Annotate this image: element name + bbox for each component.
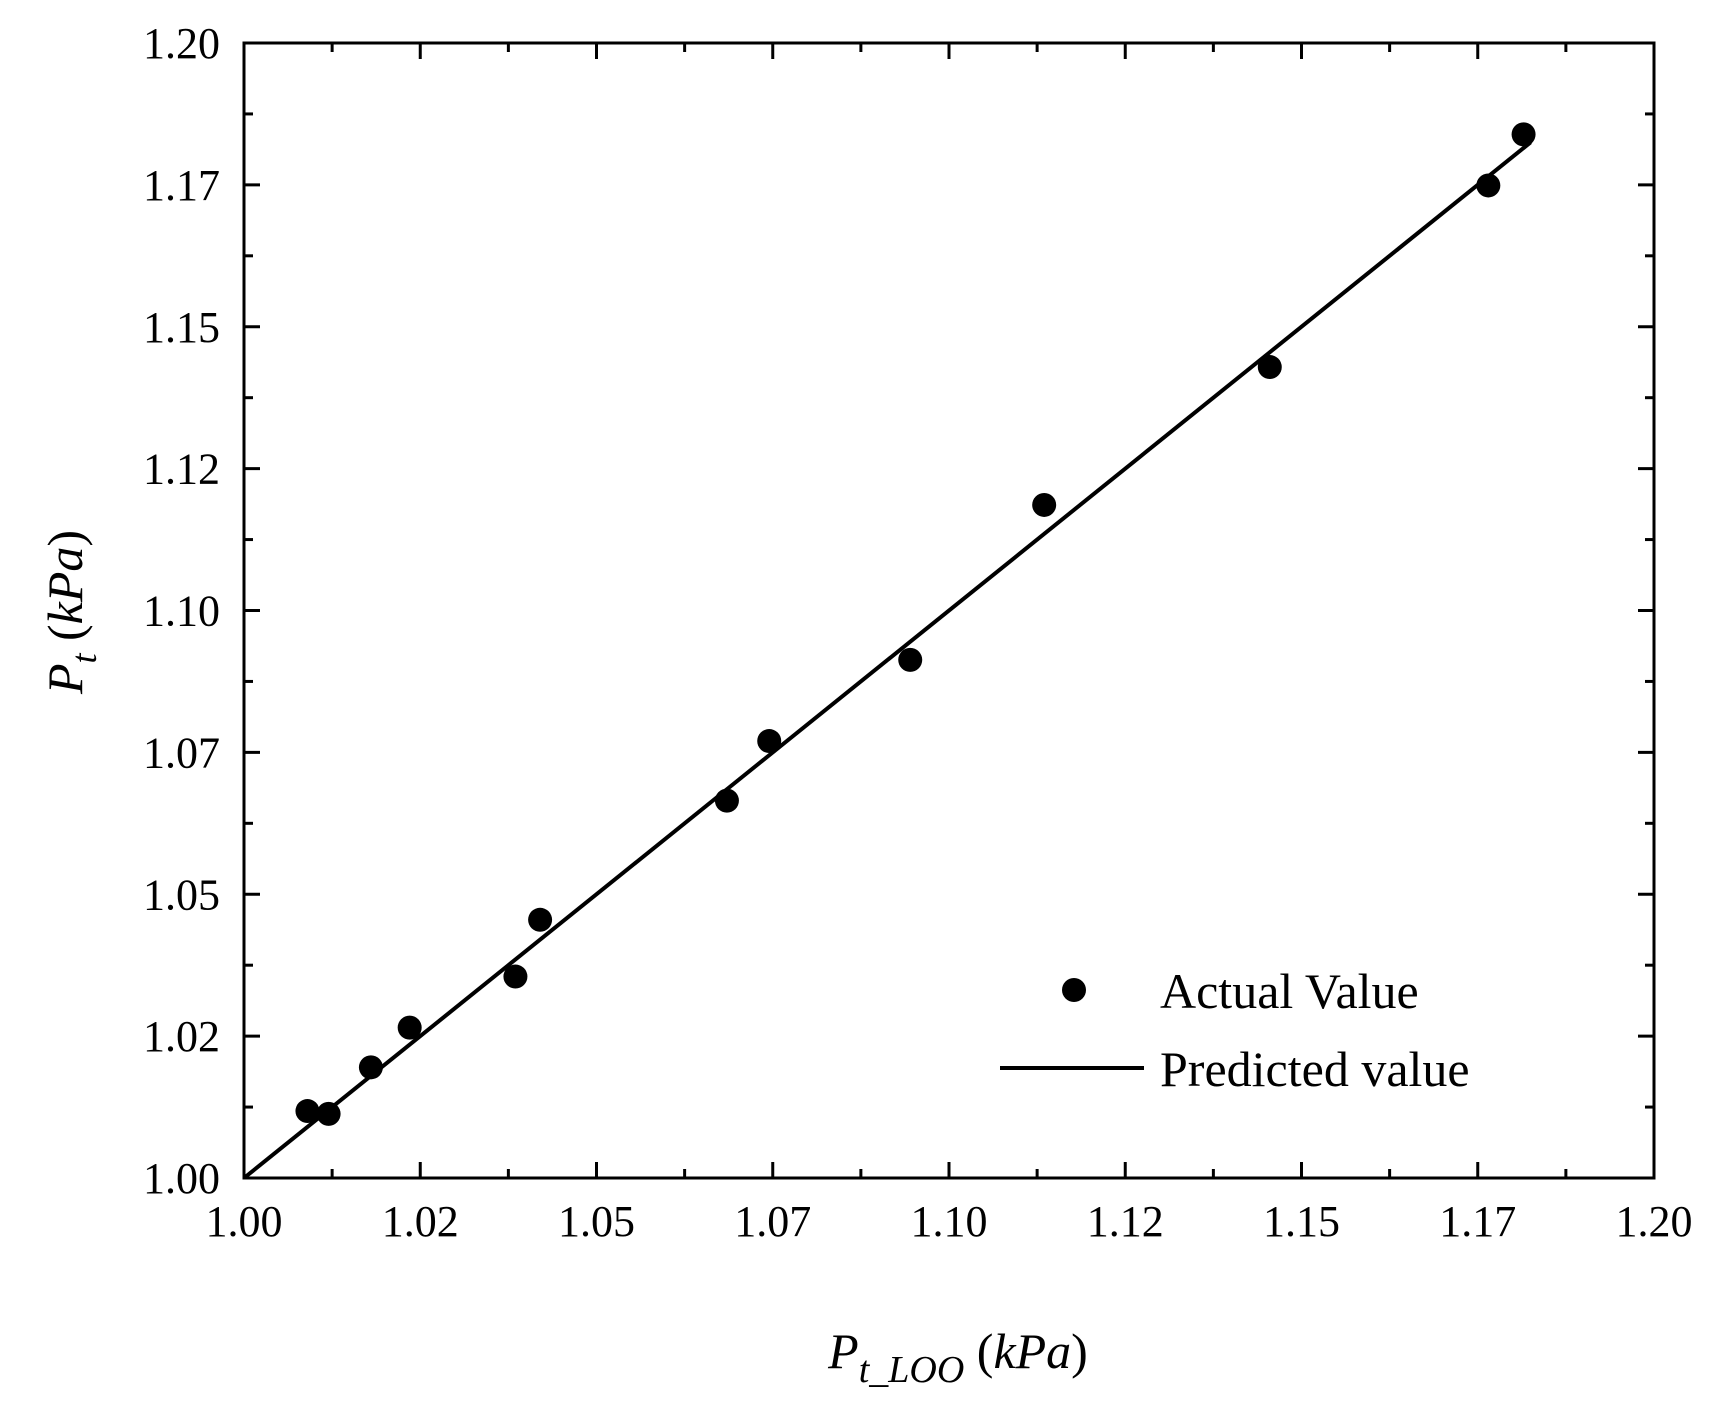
y-tick-label: 1.02 <box>143 1012 220 1061</box>
actual-value-point <box>757 729 782 754</box>
y-tick-label: 1.00 <box>143 1154 220 1203</box>
y-tick-label: 1.17 <box>143 161 220 210</box>
actual-value-point <box>1032 492 1057 517</box>
x-axis-title-sub: t_LOO <box>859 1349 965 1391</box>
series-layer <box>242 122 1536 1180</box>
tick-labels: 1.00 1.02 1.05 1.07 1.10 1.12 1.15 1.17 1.20 1.00… <box>143 19 1693 1246</box>
actual-value-point <box>503 964 528 989</box>
x-tick-label: 1.15 <box>1263 1197 1340 1246</box>
actual-value-point <box>316 1101 341 1126</box>
x-tick-label: 1.17 <box>1439 1197 1516 1246</box>
legend-marker-actual <box>1062 978 1086 1002</box>
x-tick-label: 1.05 <box>558 1197 635 1246</box>
x-tick-label: 1.10 <box>911 1197 988 1246</box>
actual-value-point <box>397 1015 422 1040</box>
y-tick-label: 1.05 <box>143 870 220 919</box>
actual-value-point <box>1257 355 1282 380</box>
y-tick-label: 1.07 <box>143 728 220 777</box>
x-tick-label: 1.20 <box>1616 1197 1693 1246</box>
x-tick-label: 1.12 <box>1087 1197 1164 1246</box>
legend: Actual Value Predicted value <box>1000 963 1470 1097</box>
actual-value-point <box>295 1099 320 1124</box>
y-axis-title: Pt (kPa) <box>37 530 104 695</box>
legend-label-actual: Actual Value <box>1160 963 1419 1019</box>
y-tick-label: 1.15 <box>143 303 220 352</box>
actual-value-point <box>898 647 923 672</box>
x-axis-title: Pt_LOO (kPa) <box>827 1323 1088 1391</box>
y-axis-title-main: P <box>37 664 93 696</box>
plot-frame <box>242 41 1656 1180</box>
actual-value-point <box>1511 122 1536 147</box>
x-axis-title-unit: kPa <box>993 1323 1071 1379</box>
x-tick-label: 1.02 <box>382 1197 459 1246</box>
x-tick-label: 1.07 <box>734 1197 811 1246</box>
actual-value-point <box>528 907 553 932</box>
y-tick-label: 1.10 <box>143 587 220 636</box>
y-axis-title-unit: kPa <box>37 547 93 625</box>
x-axis-title-main: P <box>827 1323 859 1379</box>
actual-value-point <box>714 788 739 813</box>
legend-label-predicted: Predicted value <box>1160 1041 1470 1097</box>
y-tick-label: 1.12 <box>143 445 220 494</box>
y-axis-title-sub: t <box>64 653 104 664</box>
predicted-value-line <box>242 140 1532 1180</box>
y-tick-label: 1.20 <box>143 19 220 68</box>
x-tick-label: 1.00 <box>206 1197 283 1246</box>
